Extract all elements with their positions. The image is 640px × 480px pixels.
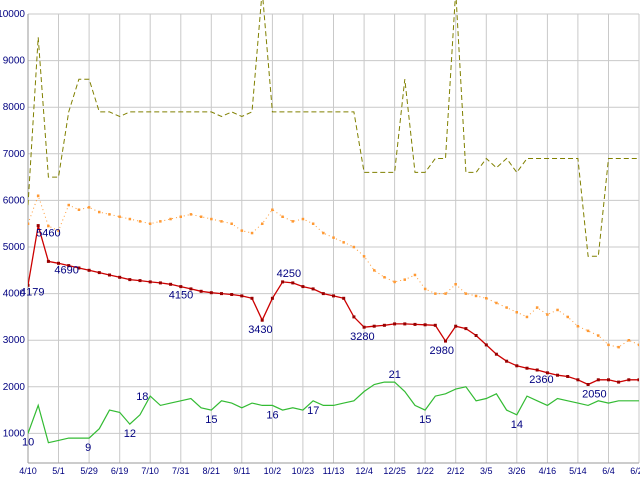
data-label: 14 — [511, 419, 523, 431]
y-tick-label: 10000 — [0, 9, 25, 20]
x-tick-label: 3/26 — [508, 466, 526, 476]
data-label: 9 — [85, 442, 91, 454]
gridlines — [27, 13, 640, 463]
plot-area — [28, 0, 639, 444]
data-label: 10 — [22, 436, 34, 448]
y-tick-label: 8000 — [3, 102, 26, 113]
data-label: 12 — [124, 428, 136, 440]
data-label: 4690 — [54, 264, 78, 276]
axis-lines — [27, 14, 639, 464]
x-tick-label: 5/14 — [569, 466, 587, 476]
x-tick-label: 7/10 — [141, 466, 159, 476]
x-tick-label: 3/5 — [480, 466, 493, 476]
data-label: 2050 — [582, 389, 606, 401]
x-tick-label: 10/23 — [292, 466, 315, 476]
data-label: 18 — [136, 391, 148, 403]
y-tick-label: 4000 — [3, 289, 26, 300]
data-label: 21 — [389, 369, 401, 381]
data-label: 17 — [307, 405, 319, 417]
y-tick-label: 9000 — [3, 56, 26, 67]
series-middle-dotted-orange — [28, 194, 639, 349]
y-axis-labels: 1000 2000 3000 4000 5000 6000 7000 8000 9000 1000… — [0, 9, 25, 439]
y-tick-label: 3000 — [3, 335, 26, 346]
y-tick-label: 1000 — [3, 428, 26, 439]
data-label: 2360 — [529, 374, 553, 386]
x-tick-label: 2/12 — [447, 466, 465, 476]
y-tick-label: 6000 — [3, 195, 26, 206]
data-label: 3280 — [350, 331, 374, 343]
x-tick-label: 1/22 — [416, 466, 434, 476]
x-tick-label: 12/4 — [355, 466, 373, 476]
y-tick-label: 2000 — [3, 382, 26, 393]
data-label: 3430 — [248, 324, 272, 336]
y-tick-label: 7000 — [3, 149, 26, 160]
series-upper-dashed-olive — [28, 0, 639, 257]
data-label: 4150 — [169, 290, 193, 302]
series-count-solid-green-x100 — [28, 381, 639, 444]
x-tick-label: 8/21 — [203, 466, 221, 476]
data-labels: 4179 5460 4690 4150 3430 4250 3280 2980 2360 2050… — [20, 228, 607, 455]
data-label: 15 — [419, 414, 431, 426]
data-label: 4179 — [20, 286, 44, 298]
series-lower-solid-red — [28, 224, 639, 386]
data-label: 4250 — [277, 268, 301, 280]
x-tick-label: 4/16 — [539, 466, 557, 476]
x-tick-label: 12/25 — [383, 466, 406, 476]
x-tick-label: 6/4 — [602, 466, 615, 476]
x-tick-label: 4/10 — [19, 466, 37, 476]
x-tick-label: 5/29 — [80, 466, 98, 476]
data-label: 5460 — [36, 228, 60, 240]
x-tick-label: 6/19 — [111, 466, 129, 476]
x-tick-label: 9/11 — [233, 466, 250, 476]
data-label: 16 — [266, 409, 278, 421]
x-tick-label: 11/13 — [323, 466, 345, 476]
y-tick-label: 5000 — [3, 242, 26, 253]
x-axis-labels: 4/10 5/1 5/29 6/19 7/10 7/31 8/21 9/11 10/2 10/23… — [19, 466, 640, 476]
data-label: 2980 — [430, 345, 454, 357]
x-tick-label: 7/31 — [172, 466, 190, 476]
x-tick-label: 6/25 — [630, 466, 640, 476]
x-tick-label: 10/2 — [264, 466, 282, 476]
x-tick-label: 5/1 — [52, 466, 65, 476]
data-label: 15 — [205, 414, 217, 426]
